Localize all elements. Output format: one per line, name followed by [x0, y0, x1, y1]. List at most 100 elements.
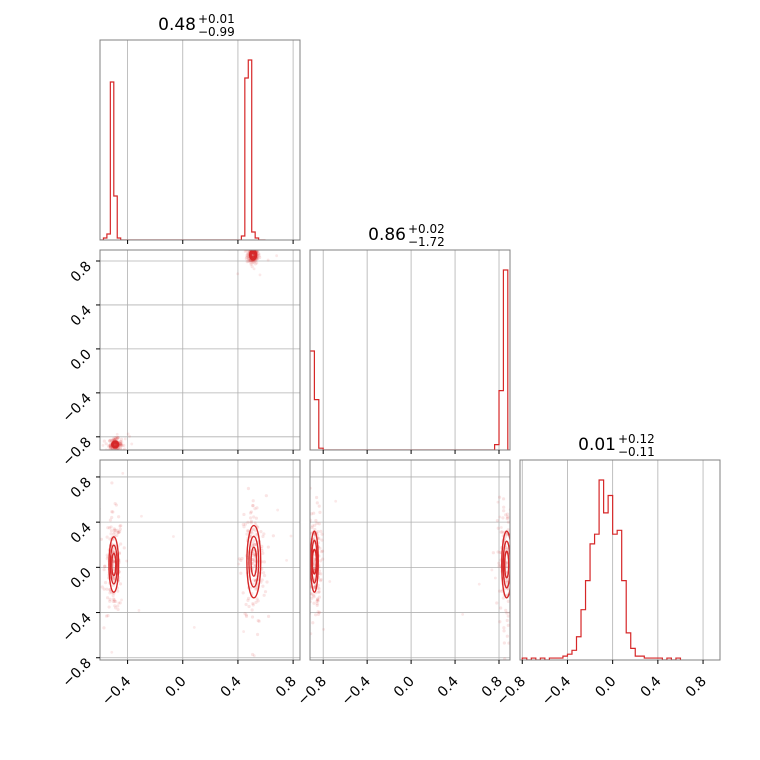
scatter-point	[100, 585, 104, 589]
scatter-point	[117, 515, 121, 519]
scatter-point	[92, 449, 95, 452]
scatter-point	[246, 254, 250, 259]
scatter-point	[505, 580, 509, 584]
scatter-point	[252, 527, 256, 531]
scatter-point	[103, 564, 107, 569]
scatter-point	[114, 599, 118, 604]
scatter-point	[102, 568, 106, 572]
scatter-point	[253, 521, 257, 525]
scatter-point	[245, 532, 249, 536]
scatter-point	[506, 516, 510, 520]
scatter-point	[107, 439, 112, 443]
scatter-point	[513, 598, 516, 601]
scatter-point	[252, 543, 257, 547]
scatter-point	[108, 454, 111, 457]
scatter-point	[107, 445, 111, 449]
scatter-point	[262, 571, 266, 575]
scatter-point	[314, 613, 318, 617]
scatter-point	[315, 501, 319, 505]
scatter-point	[257, 252, 261, 256]
scatter-point	[506, 528, 510, 532]
scatter-point	[256, 599, 260, 603]
scatter-point	[113, 604, 117, 608]
scatter-point	[278, 548, 281, 551]
scatter-point	[264, 494, 268, 498]
scatter-point	[276, 508, 280, 512]
scatter-point	[241, 522, 245, 527]
panel-2-2	[519, 459, 721, 661]
scatter-point	[248, 244, 251, 247]
scatter-point	[272, 231, 275, 234]
scatter-point	[495, 601, 499, 605]
scatter-point	[251, 246, 254, 249]
scatter-point	[310, 612, 312, 616]
scatter-point	[249, 510, 253, 514]
scatter-point	[247, 257, 251, 261]
scatter-point	[503, 657, 507, 660]
x-tick-label: 0.8	[683, 674, 710, 701]
scatter-point	[251, 241, 254, 244]
scatter-point	[116, 436, 120, 440]
scatter-point	[118, 439, 122, 444]
panel-border	[309, 459, 511, 661]
scatter-point	[493, 576, 497, 580]
density-contour	[250, 546, 258, 577]
scatter-point	[260, 544, 264, 549]
scatter-point	[116, 607, 120, 612]
scatter-point	[113, 501, 117, 506]
scatter-point	[271, 534, 275, 538]
scatter-point	[107, 661, 110, 664]
density-contour	[248, 250, 258, 261]
scatter-point	[515, 591, 518, 594]
scatter-point	[248, 511, 253, 515]
scatter-point	[512, 566, 515, 569]
scatter-point	[100, 537, 104, 541]
scatter-point	[251, 557, 255, 562]
scatter-point	[512, 554, 515, 557]
scatter-point	[112, 560, 116, 564]
scatter-point	[306, 601, 309, 604]
x-tick-label: −0.8	[295, 674, 330, 709]
scatter-point	[110, 510, 114, 514]
scatter-point	[334, 499, 338, 503]
scatter-point	[319, 578, 323, 582]
scatter-point	[116, 436, 120, 440]
scatter-point	[108, 438, 112, 442]
scatter-points	[92, 231, 279, 457]
scatter-point	[249, 263, 253, 267]
scatter-point	[172, 535, 175, 538]
scatter-point	[319, 572, 323, 576]
scatter-point	[107, 605, 111, 609]
scatter-point	[319, 529, 323, 533]
scatter-point	[130, 442, 134, 446]
scatter-point	[490, 568, 494, 572]
scatter-point	[316, 529, 320, 534]
scatter-point	[252, 515, 256, 519]
scatter-point	[128, 434, 131, 438]
scatter-point	[317, 504, 321, 508]
scatter-point	[312, 586, 317, 590]
scatter-point	[247, 604, 251, 609]
scatter-point	[250, 247, 253, 250]
scatter-point	[115, 437, 119, 441]
scatter-point	[125, 559, 129, 563]
scatter-point	[255, 597, 259, 601]
scatter-point	[313, 558, 317, 562]
scatter-point	[251, 541, 255, 546]
scatter-point	[113, 528, 117, 532]
scatter-point	[236, 272, 240, 276]
density-contour	[111, 552, 117, 577]
scatter-point	[504, 578, 508, 583]
scatter-point	[502, 505, 506, 509]
scatter-point	[506, 520, 510, 524]
scatter-point	[312, 601, 316, 605]
scatter-point	[312, 595, 316, 599]
scatter-point	[110, 650, 114, 654]
scatter-point	[316, 599, 320, 603]
scatter-point	[104, 442, 108, 446]
scatter-point	[111, 437, 115, 441]
scatter-point	[120, 440, 124, 444]
y-tick-label: −0.4	[59, 390, 94, 425]
scatter-point	[119, 440, 123, 444]
